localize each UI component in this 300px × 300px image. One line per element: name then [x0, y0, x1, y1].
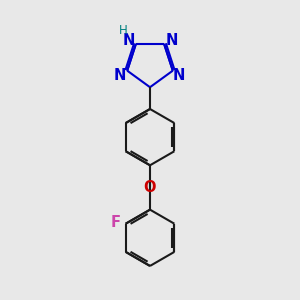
Text: N: N: [173, 68, 185, 83]
Text: F: F: [110, 215, 120, 230]
Text: O: O: [144, 180, 156, 195]
Text: H: H: [119, 24, 128, 37]
Text: N: N: [122, 33, 135, 48]
Text: N: N: [165, 33, 178, 48]
Text: N: N: [114, 68, 126, 83]
